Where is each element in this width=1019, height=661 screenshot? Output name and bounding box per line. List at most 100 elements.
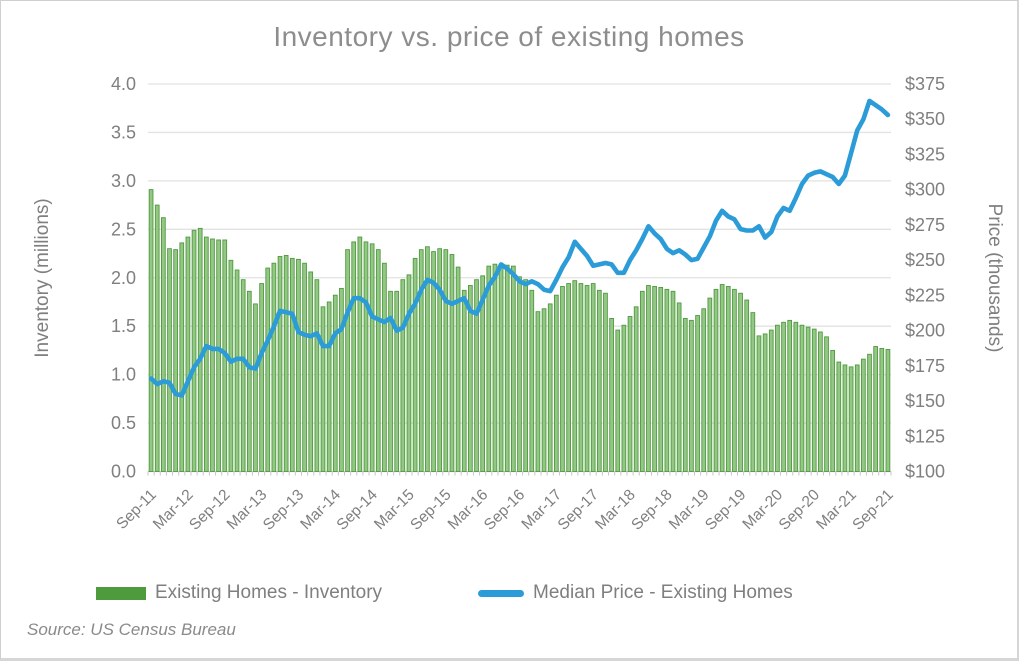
inventory-bar (517, 276, 522, 472)
inventory-bar (615, 329, 621, 472)
inventory-bar (719, 284, 725, 472)
inventory-bar (271, 262, 277, 472)
x-axis-tick-label: Sep-17 (555, 486, 602, 533)
inventory-bar (308, 271, 314, 472)
inventory-bar (320, 306, 326, 472)
legend-item-inventory: Existing Homes - Inventory (96, 582, 382, 604)
inventory-bar (259, 283, 264, 472)
inventory-bar (836, 361, 842, 472)
inventory-bar (830, 349, 836, 472)
inventory-bar (400, 279, 406, 472)
inventory-bar (332, 294, 338, 472)
inventory-bar (461, 289, 467, 472)
inventory-bar (603, 292, 608, 472)
right-axis-title: Price (thousands) (984, 204, 1005, 353)
inventory-bar (867, 353, 872, 472)
price-series-swatch-icon (478, 589, 525, 597)
inventory-bar (701, 308, 707, 472)
inventory-bar (185, 236, 191, 472)
inventory-bar (161, 217, 166, 472)
right-axis-tick-label: $100 (905, 462, 945, 482)
inventory-bar (775, 324, 780, 472)
x-axis-tick-label: Sep-19 (702, 486, 749, 533)
inventory-bar (431, 251, 436, 472)
inventory-bar (504, 264, 510, 472)
left-axis-tick-label: 2.0 (111, 268, 136, 288)
inventory-bar (879, 348, 885, 472)
inventory-bar (203, 236, 209, 472)
inventory-bar (639, 290, 645, 472)
inventory-bar (339, 287, 344, 472)
inventory-bar (627, 316, 633, 472)
inventory-bar (357, 236, 363, 472)
left-axis-tick-label: 0.5 (111, 413, 136, 433)
inventory-bar (547, 303, 553, 472)
right-axis-tick-label: $225 (905, 285, 945, 305)
left-axis-tick-label: 0.0 (111, 462, 136, 482)
inventory-bar (265, 267, 271, 472)
inventory-bar (572, 280, 578, 472)
inventory-bar (345, 249, 350, 472)
inventory-bar (578, 283, 584, 472)
inventory-bar (486, 265, 492, 472)
median-price-line (148, 98, 891, 398)
inventory-bar (658, 286, 664, 472)
right-axis-tick-label: $375 (905, 74, 945, 94)
inventory-bar (382, 262, 387, 472)
inventory-bar (566, 283, 571, 472)
inventory-bar (455, 266, 461, 472)
right-axis-tick-label: $300 (905, 180, 945, 200)
inventory-bar (375, 249, 381, 472)
inventory-bar (811, 328, 817, 472)
inventory-bar (818, 331, 823, 472)
inventory-bar (363, 241, 369, 472)
inventory-bar (246, 290, 252, 472)
inventory-bar (744, 299, 750, 472)
inventory-bar (848, 366, 854, 472)
legend-label-inventory: Existing Homes - Inventory (155, 582, 383, 603)
inventory-bar (787, 319, 793, 472)
inventory-bar (425, 246, 430, 472)
inventory-bar (468, 285, 473, 472)
inventory-bar (154, 204, 160, 472)
inventory-bar (725, 286, 731, 472)
inventory-bar (652, 286, 657, 472)
inventory-bar (443, 249, 449, 472)
inventory-bar (179, 242, 185, 472)
left-axis-tick-label: 2.5 (111, 219, 136, 239)
inventory-bar (480, 275, 486, 472)
inventory-bar (523, 279, 528, 472)
inventory-bar (596, 289, 602, 472)
inventory-bar (584, 285, 590, 472)
x-axis-tick-label: Sep-21 (849, 486, 896, 533)
inventory-bar (633, 306, 639, 472)
inventory-bar (713, 288, 719, 472)
left-axis-tick-label: 1.5 (111, 316, 136, 336)
inventory-bar (676, 302, 682, 472)
left-axis-tick-label: 4.0 (111, 74, 136, 94)
inventory-bar (805, 326, 811, 472)
inventory-bar (793, 321, 799, 472)
inventory-bar (590, 283, 596, 472)
inventory-bar (535, 311, 541, 472)
inventory-bar (750, 312, 756, 472)
chart-title: Inventory vs. price of existing homes (273, 21, 745, 52)
inventory-bar (553, 294, 559, 472)
inventory-bar (732, 288, 737, 472)
inventory-bar (351, 241, 357, 472)
x-axis-tick-label: Sep-16 (481, 486, 528, 533)
inventory-bar (369, 243, 375, 472)
inventory-bar (738, 292, 743, 472)
inventory-bar (388, 290, 393, 472)
inventory-bar (707, 297, 713, 472)
inventory-bar (277, 255, 283, 472)
inventory-bar (689, 319, 694, 472)
right-axis-tick-label: $250 (905, 250, 945, 270)
inventory-bar (302, 262, 307, 472)
inventory-bar (664, 288, 670, 472)
inventory-bar (768, 329, 774, 472)
source-note: Source: US Census Bureau (27, 620, 236, 639)
x-axis-tick-label: Sep-15 (407, 486, 454, 533)
inventory-bar (191, 229, 197, 472)
